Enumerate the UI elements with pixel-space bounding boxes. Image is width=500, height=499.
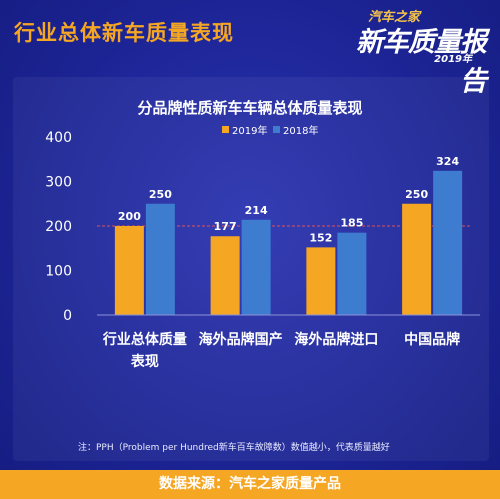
x-tick-label: 海外品牌国产 [199, 331, 283, 348]
report-logo: 汽车之家 新车质量报告 2019年 [340, 4, 490, 97]
bar [337, 232, 367, 315]
y-tick-label: 200 [45, 219, 72, 235]
y-tick-label: 400 [45, 130, 72, 146]
footer-bar: 数据来源：汽车之家质量产品 [0, 470, 500, 499]
legend-swatch [222, 126, 229, 133]
chart-legend: 2019年 2018年 [222, 124, 318, 137]
bar-value-label: 214 [245, 204, 268, 217]
logo-year: 2019年 [434, 54, 472, 65]
y-axis: 0 100 200 300 400 [45, 130, 72, 324]
bar-value-label: 324 [436, 155, 459, 168]
y-tick-label: 0 [63, 308, 72, 324]
bar-value-label: 250 [149, 188, 172, 201]
bars-group: 200 250 177 214 152 185 250 324 [114, 155, 463, 315]
logo-title: 新车质量报告 [356, 27, 487, 97]
bar-value-label: 177 [214, 220, 237, 233]
bar-value-label: 200 [118, 210, 141, 223]
bar-value-label: 250 [405, 188, 428, 201]
bar [241, 219, 271, 315]
legend-label: 2019年 [232, 124, 267, 137]
y-tick-label: 300 [45, 175, 72, 191]
bar [210, 236, 240, 315]
bar-value-label: 185 [340, 217, 363, 230]
legend-swatch [273, 126, 280, 133]
bar [145, 203, 175, 315]
x-tick-label: 行业总体质量 [102, 331, 187, 348]
data-source: 数据来源：汽车之家质量产品 [159, 476, 341, 492]
chart-note: 注：PPH（Problem per Hundred新车百车故障数）数值越小，代表… [78, 441, 390, 453]
bar [114, 226, 144, 315]
bar [433, 170, 463, 315]
x-tick-label: 海外品牌进口 [294, 331, 378, 348]
x-tick-label: 中国品牌 [404, 331, 460, 348]
y-tick-label: 100 [45, 264, 72, 280]
legend-label: 2018年 [283, 124, 318, 137]
x-tick-label: 表现 [130, 353, 159, 370]
page-title: 行业总体新车质量表现 [14, 21, 234, 45]
logo-brand: 汽车之家 [367, 10, 420, 25]
bar [402, 203, 432, 315]
chart-title: 分品牌性质新车车辆总体质量表现 [137, 99, 362, 117]
bar [306, 247, 336, 315]
bar-value-label: 152 [309, 231, 332, 244]
